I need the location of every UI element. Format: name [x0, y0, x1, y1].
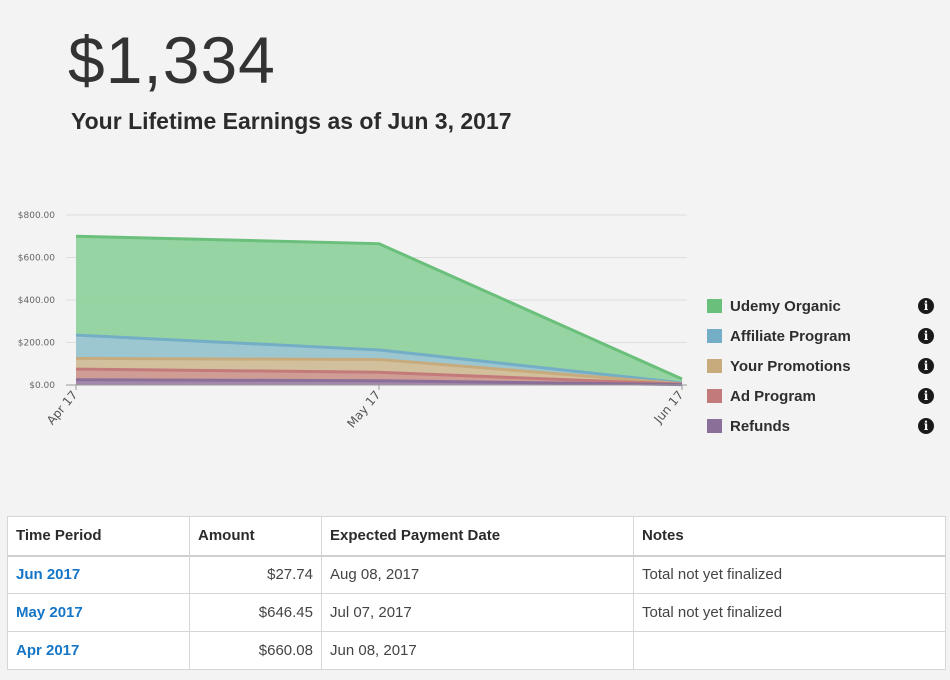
info-icon[interactable]: i	[918, 418, 934, 434]
chart-legend: Udemy Organic i Affiliate Program i Your…	[707, 291, 937, 441]
x-tick-label: May 17	[344, 388, 383, 431]
table-header-row: Time Period Amount Expected Payment Date…	[7, 516, 946, 557]
info-icon[interactable]: i	[918, 328, 934, 344]
series-line-0	[75, 234, 683, 381]
info-icon[interactable]: i	[918, 388, 934, 404]
table-row: Jun 2017 $27.74 Aug 08, 2017 Total not y…	[7, 555, 946, 594]
x-tick-label: Apr 17	[44, 388, 80, 428]
legend-item-affiliate-program[interactable]: Affiliate Program i	[707, 321, 937, 351]
legend-label: Ad Program	[730, 387, 816, 405]
column-header-notes: Notes	[633, 516, 946, 557]
amount-cell: $27.74	[189, 555, 322, 594]
amount-cell: $646.45	[189, 593, 322, 632]
notes-cell: Total not yet finalized	[633, 555, 946, 594]
legend-swatch	[707, 389, 722, 403]
legend-swatch	[707, 299, 722, 313]
period-link[interactable]: Jun 2017	[16, 566, 81, 584]
legend-label: Affiliate Program	[730, 327, 851, 345]
legend-item-udemy-organic[interactable]: Udemy Organic i	[707, 291, 937, 321]
legend-item-your-promotions[interactable]: Your Promotions i	[707, 351, 937, 381]
period-link[interactable]: May 2017	[16, 604, 83, 621]
y-tick-label: $200.00	[18, 339, 55, 349]
legend-swatch	[707, 359, 722, 373]
legend-item-ad-program[interactable]: Ad Program i	[707, 381, 937, 411]
y-tick-label: $400.00	[18, 296, 55, 306]
info-icon[interactable]: i	[918, 298, 934, 314]
notes-cell	[633, 631, 946, 670]
page-title: Your Lifetime Earnings as of Jun 3, 2017	[71, 108, 512, 134]
y-tick-label: $0.00	[29, 381, 55, 391]
legend-swatch	[707, 419, 722, 433]
series-line-3	[75, 367, 683, 386]
series-line-1	[75, 333, 683, 385]
series-line-2	[75, 356, 683, 386]
payment-date-cell: Aug 08, 2017	[321, 555, 634, 594]
legend-label: Udemy Organic	[730, 297, 841, 315]
x-tick-label: Jun 17	[651, 388, 687, 427]
payment-date-cell: Jun 08, 2017	[321, 631, 634, 670]
period-cell: May 2017	[7, 593, 190, 632]
period-link[interactable]: Apr 2017	[16, 642, 80, 659]
lifetime-earnings-total: $1,334	[68, 23, 276, 97]
period-cell: Jun 2017	[7, 555, 190, 594]
y-tick-label: $800.00	[18, 211, 55, 221]
amount-cell: $660.08	[189, 631, 322, 670]
earnings-area-chart: $0.00 $200.00 $400.00 $600.00 $800.00 Apr 17 M…	[18, 211, 687, 431]
table-row: Apr 2017 $660.08 Jun 08, 2017	[7, 631, 946, 670]
legend-swatch	[707, 329, 722, 343]
column-header-amount: Amount	[189, 516, 322, 557]
series-line-4	[75, 378, 683, 387]
payment-date-cell: Jul 07, 2017	[321, 593, 634, 632]
legend-label: Refunds	[730, 417, 790, 435]
legend-item-refunds[interactable]: Refunds i	[707, 411, 937, 441]
info-icon[interactable]: i	[918, 358, 934, 374]
table-row: May 2017 $646.45 Jul 07, 2017 Total not …	[7, 593, 946, 632]
legend-label: Your Promotions	[730, 357, 851, 375]
y-tick-label: $600.00	[18, 254, 55, 264]
column-header-time-period: Time Period	[7, 516, 190, 557]
notes-cell: Total not yet finalized	[633, 593, 946, 632]
earnings-table: Time Period Amount Expected Payment Date…	[7, 516, 946, 670]
column-header-payment-date: Expected Payment Date	[321, 516, 634, 557]
period-cell: Apr 2017	[7, 631, 190, 670]
